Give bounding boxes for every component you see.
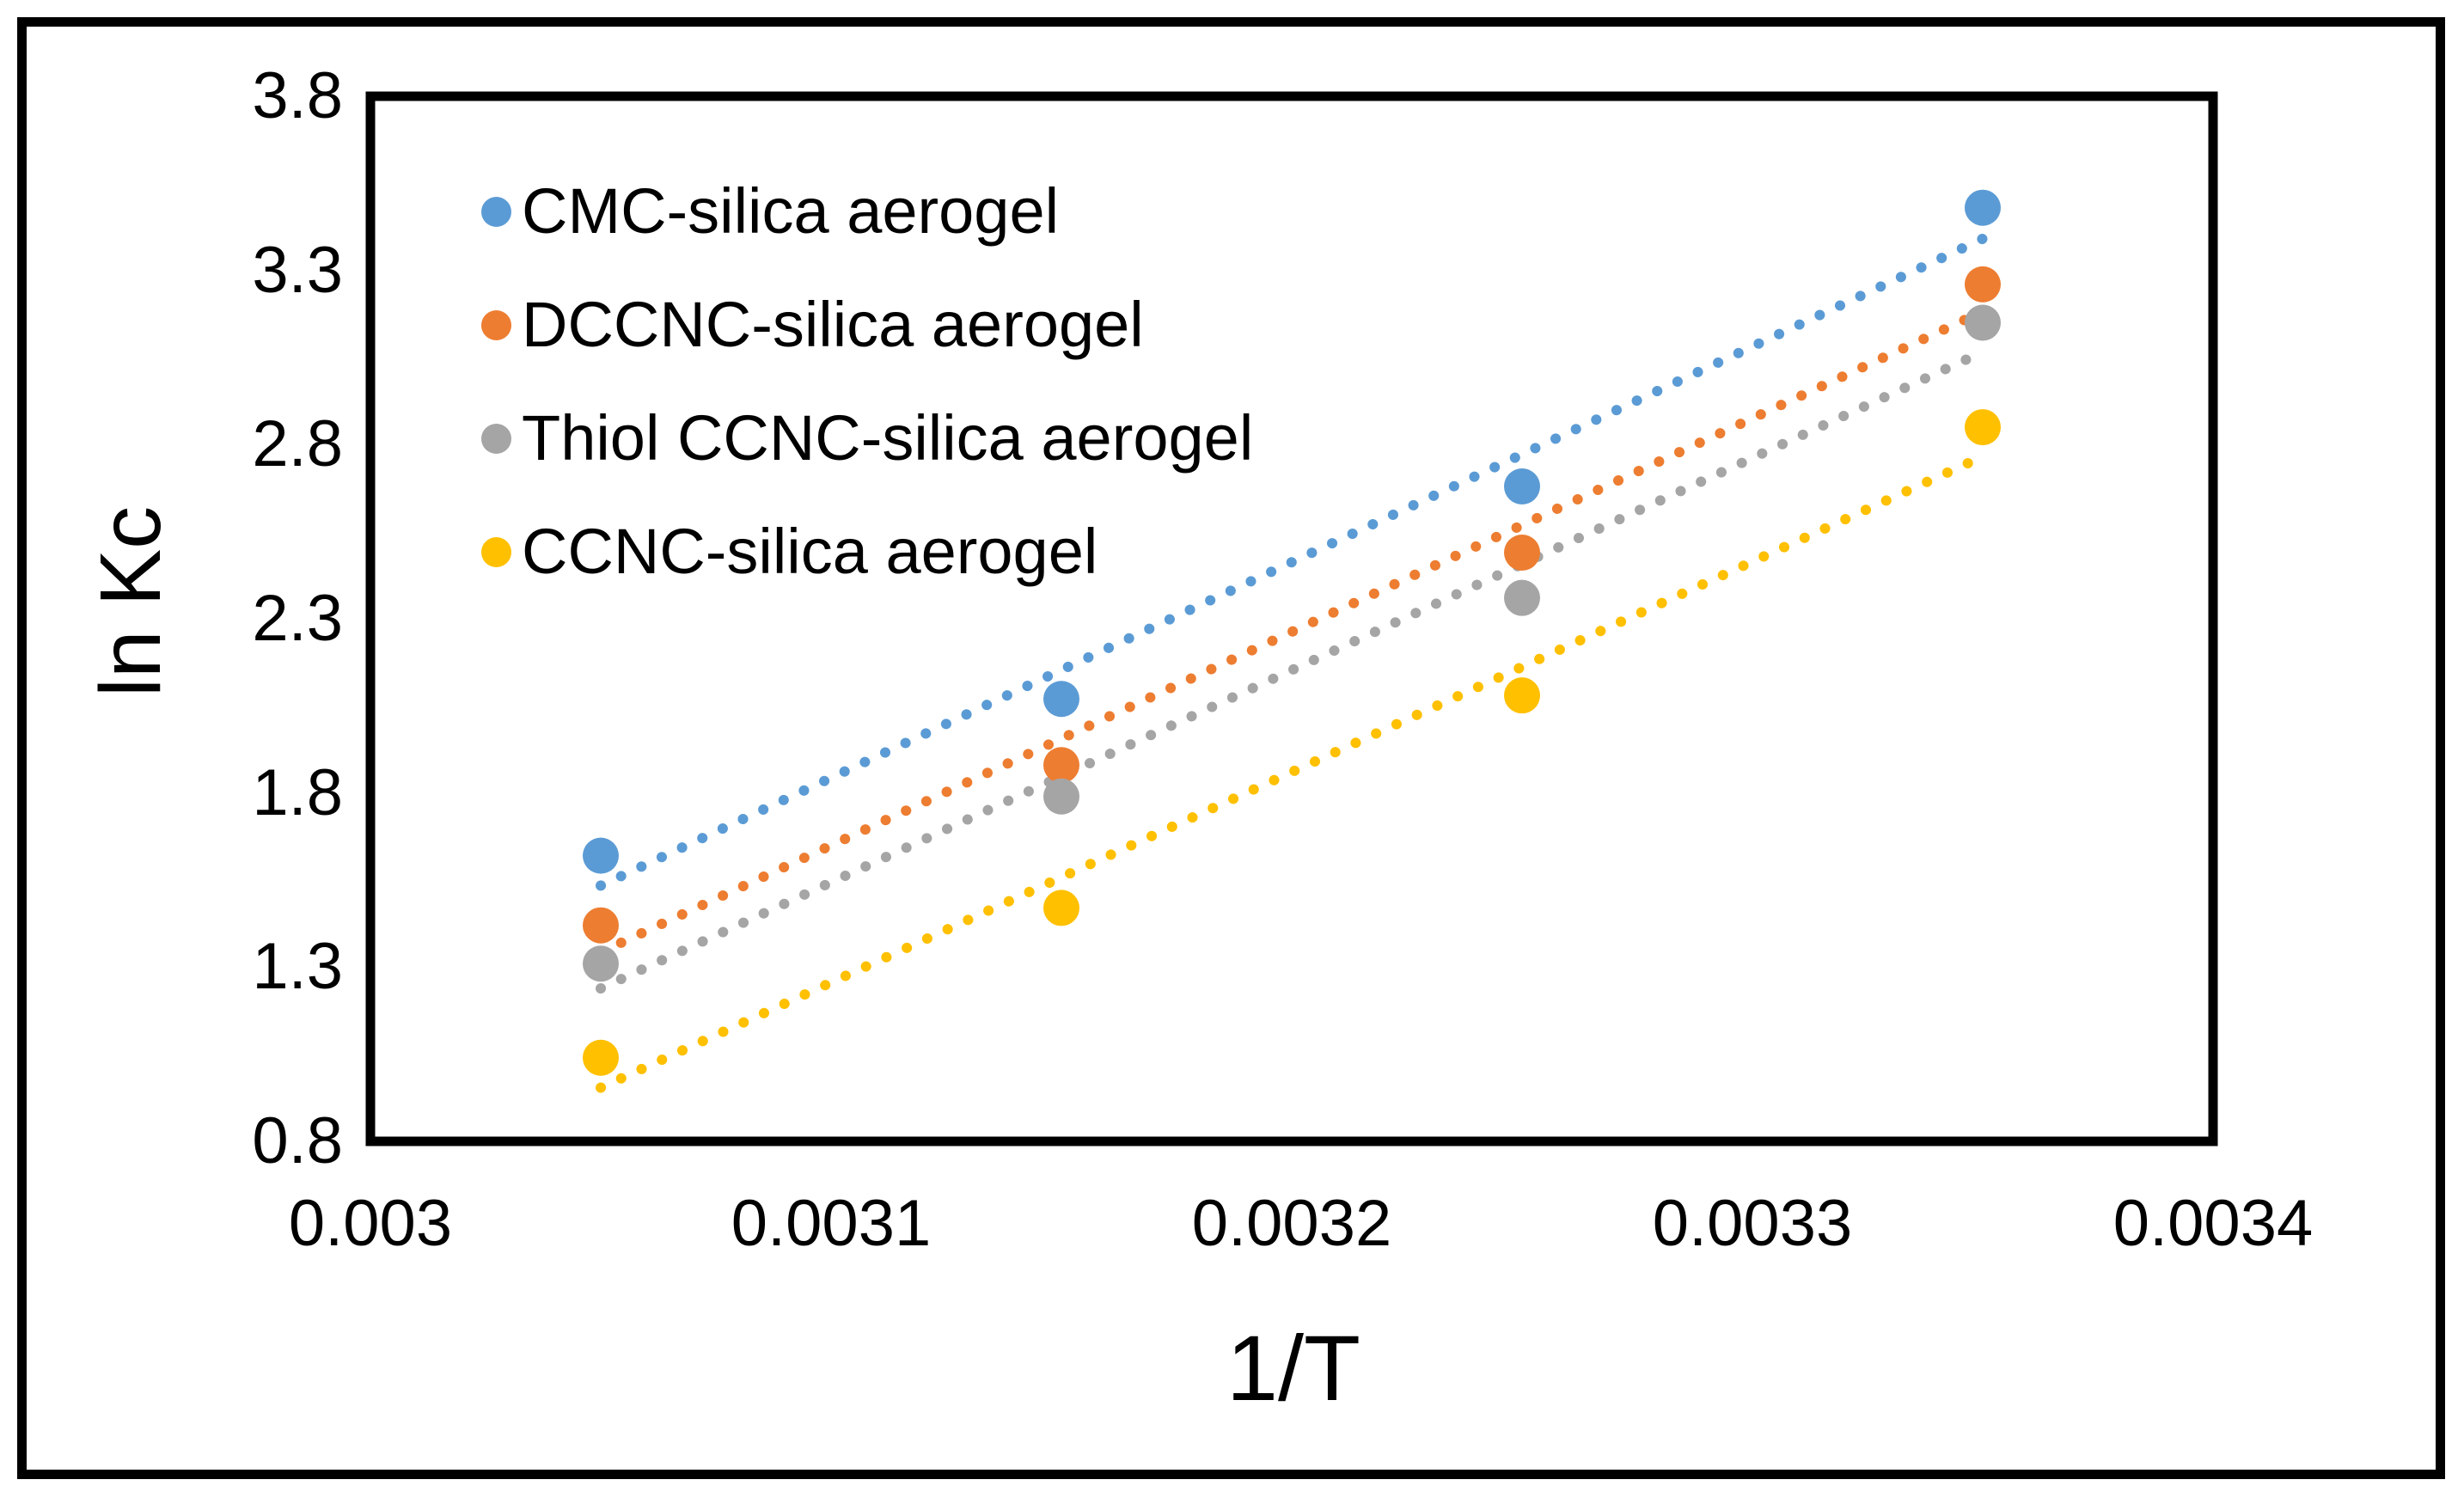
figure-outer-border <box>17 17 2445 1479</box>
trendline-3 <box>596 346 1988 994</box>
x-axis-title: 1/T <box>1226 1316 1361 1420</box>
data-point-series1-2 <box>1043 681 1079 718</box>
y-tick-label: 2.8 <box>252 407 343 481</box>
y-tick-label: 1.8 <box>252 755 343 829</box>
legend-item-4: CCNC-silica aerogel <box>481 520 1097 584</box>
data-point-series1-3 <box>1504 468 1540 504</box>
trendline-2 <box>596 306 1988 957</box>
data-point-series3-1 <box>583 945 619 982</box>
plot-frame <box>365 91 2218 1146</box>
y-tick-label: 2.3 <box>252 582 343 655</box>
legend-marker-icon <box>481 536 511 567</box>
data-point-series1-4 <box>1965 189 2001 226</box>
legend-label: CCNC-silica aerogel <box>522 516 1098 587</box>
legend-marker-icon <box>481 423 511 454</box>
y-tick-label: 1.3 <box>252 930 343 1004</box>
x-tick-label: 0.0034 <box>2112 1187 2314 1260</box>
data-point-series2-2 <box>1043 747 1079 784</box>
legend-label: CMC-silica aerogel <box>522 175 1060 247</box>
legend-marker-icon <box>481 309 511 340</box>
data-point-series2-3 <box>1504 534 1540 571</box>
data-point-series4-2 <box>1043 890 1079 926</box>
data-point-series4-4 <box>1965 409 2001 446</box>
data-point-series3-4 <box>1965 304 2001 341</box>
legend-label: DCCNC-silica aerogel <box>522 289 1144 360</box>
data-point-series3-3 <box>1504 579 1540 616</box>
legend-item-2: DCCNC-silica aerogel <box>481 293 1144 357</box>
legend-marker-icon <box>481 196 511 227</box>
data-point-series4-1 <box>583 1039 619 1076</box>
x-tick-label: 0.003 <box>288 1187 453 1260</box>
data-point-series1-1 <box>583 837 619 874</box>
data-point-series3-2 <box>1043 778 1079 815</box>
x-tick-label: 0.0033 <box>1652 1187 1853 1260</box>
trendline-1 <box>596 233 1988 891</box>
y-axis-title: ln Kc <box>83 505 179 698</box>
legend-item-1: CMC-silica aerogel <box>481 180 1059 243</box>
data-point-series2-4 <box>1965 266 2001 303</box>
x-tick-label: 0.0032 <box>1191 1187 1392 1260</box>
legend-item-3: Thiol CCNC-silica aerogel <box>481 407 1253 470</box>
data-point-series4-3 <box>1504 677 1540 714</box>
y-tick-label: 3.8 <box>252 59 343 132</box>
data-point-series2-1 <box>583 907 619 944</box>
legend-label: Thiol CCNC-silica aerogel <box>522 402 1254 474</box>
x-tick-label: 0.0031 <box>731 1187 932 1260</box>
y-tick-label: 0.8 <box>252 1104 343 1177</box>
y-tick-label: 3.3 <box>252 233 343 307</box>
trendline-4 <box>596 451 1988 1093</box>
